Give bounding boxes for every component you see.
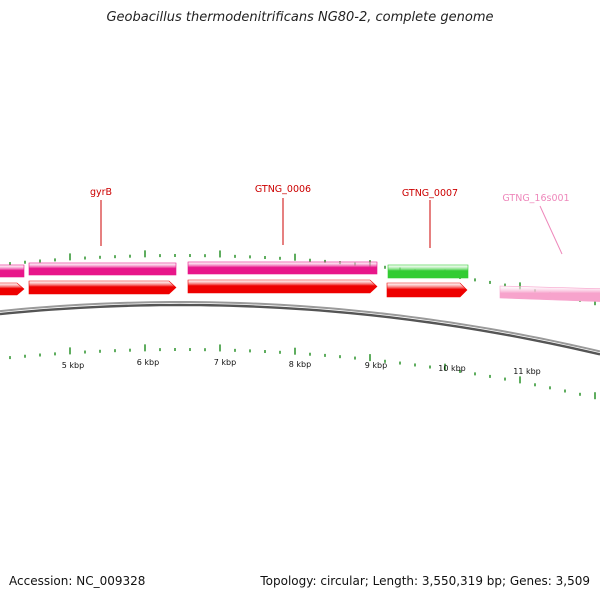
scale-label: 9 kbp <box>365 361 387 370</box>
backbone-outer <box>0 300 600 353</box>
forward-gene-bar <box>28 262 177 276</box>
reverse-gene-arrow <box>28 280 177 295</box>
genome-summary-text: Topology: circular; Length: 3,550,319 bp… <box>260 574 590 588</box>
reverse-gene-arrow <box>0 282 25 296</box>
gene-label: GTNG_0007 <box>402 188 458 199</box>
scale-label: 10 kbp <box>438 364 466 373</box>
scale-label: 8 kbp <box>289 360 311 369</box>
rrna-bar <box>499 285 600 302</box>
scale-label: 7 kbp <box>214 358 236 367</box>
gene-label: gyrB <box>90 187 112 198</box>
map-title: Geobacillus thermodenitrificans NG80-2, … <box>106 10 494 25</box>
scale-label: 6 kbp <box>137 358 159 367</box>
forward-gene-bar <box>387 264 469 279</box>
forward-gene-bar <box>0 264 25 278</box>
backbone-inner <box>0 303 600 356</box>
forward-gene-bar <box>187 261 378 275</box>
accession-text: Accession: NC_009328 <box>9 574 146 588</box>
gene-label: GTNG_16s001 <box>502 193 569 204</box>
reverse-gene-arrow <box>386 282 468 298</box>
gene-label: GTNG_0006 <box>255 184 311 195</box>
gene-label-leader <box>539 205 563 255</box>
scale-label: 5 kbp <box>62 361 84 370</box>
reverse-gene-arrow <box>187 279 378 294</box>
scale-label: 11 kbp <box>513 367 541 376</box>
